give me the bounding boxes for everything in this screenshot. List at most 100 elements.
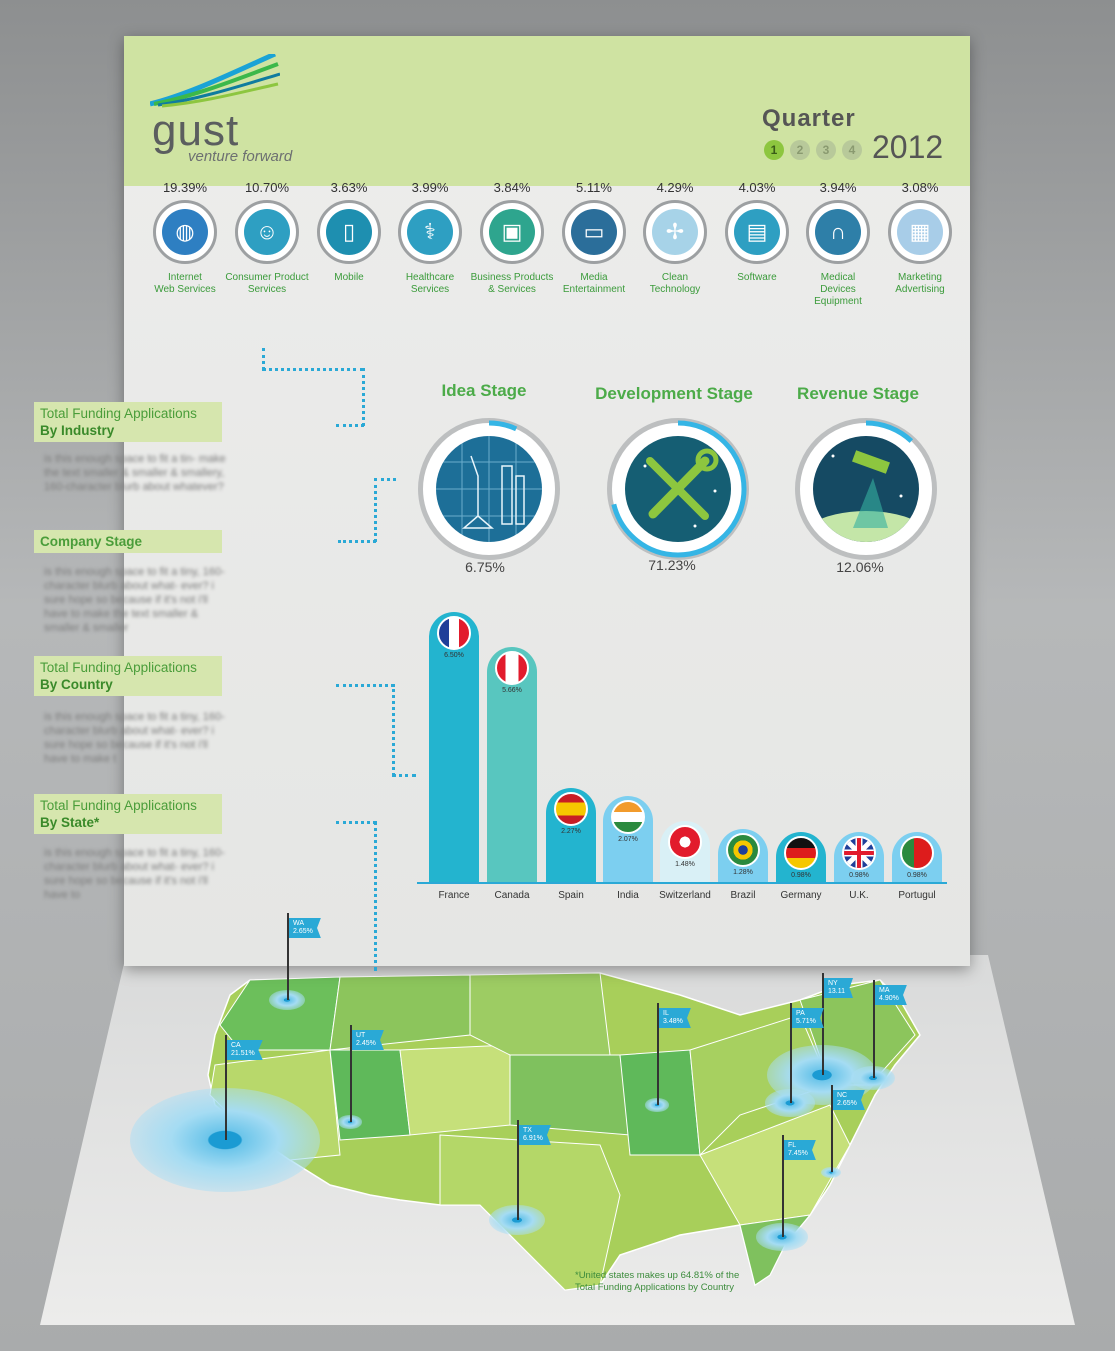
- state-code: UT: [356, 1032, 366, 1039]
- industry-section-title: Total Funding Applications By Industry: [34, 402, 222, 442]
- state-pin-ma: [873, 980, 875, 1078]
- development-stage-title: Development Stage: [595, 384, 753, 403]
- bar-value-label: 0.98%: [849, 872, 869, 879]
- year: 2012: [872, 129, 944, 165]
- wind-turbine-icon: ✢: [652, 209, 698, 255]
- idea-stage-percent: 6.75%: [465, 559, 505, 575]
- state-pin-ny: [822, 973, 824, 1075]
- industry-percent: 3.99%: [411, 180, 449, 195]
- category-label: India: [617, 890, 639, 901]
- category-label: Portugul: [898, 890, 936, 901]
- state-code: NC: [837, 1092, 848, 1099]
- quarter-label: Quarter: [762, 105, 856, 132]
- industry-blurb: is this enough space to fit a tin- make …: [44, 453, 226, 493]
- industry-label-line1: Media: [580, 272, 608, 283]
- industry-item: 3.84% ▣ Business Products & Services: [470, 180, 554, 296]
- state-title-line1: Total Funding Applications: [40, 798, 197, 813]
- industry-label-line1: Healthcare: [405, 272, 455, 283]
- industry-item: 3.99% ⚕ Healthcare Services: [388, 180, 472, 296]
- category-label: Brazil: [730, 890, 756, 901]
- connector-dots: [392, 774, 416, 777]
- industry-label: Media Entertainment: [552, 272, 636, 296]
- industry-percent: 19.39%: [162, 180, 208, 195]
- bar-brazil: 1.28%: [718, 828, 768, 882]
- connector-dots: [374, 821, 377, 971]
- revenue-stage-arc: [797, 420, 935, 558]
- industry-label-line1: Software: [737, 272, 777, 283]
- category-label: Canada: [494, 890, 530, 901]
- bar-india: 2.07%: [603, 796, 653, 882]
- state-value: 5.71%: [796, 1018, 816, 1025]
- state-pin-nc: [831, 1085, 833, 1172]
- connector-dots: [262, 368, 364, 371]
- industry-item: 4.03% ▤ Software: [715, 180, 799, 284]
- industry-percent: 3.84%: [493, 180, 531, 195]
- region-colorado: [399, 1044, 511, 1136]
- state-code: MA: [879, 987, 890, 994]
- country-title-line2: By Country: [40, 677, 113, 692]
- state-value: 13.11: [828, 988, 845, 995]
- idea-stage-ring: [418, 418, 560, 560]
- industry-label-line1: Marketing: [898, 272, 942, 283]
- industry-label-line2: Web Services: [154, 284, 216, 295]
- industry-icon-ring: ▭: [562, 200, 626, 264]
- region-southeast: [699, 1104, 851, 1226]
- connector-dots: [338, 540, 376, 543]
- bar-value-label: 0.98%: [907, 872, 927, 879]
- industry-label: Software: [715, 272, 799, 284]
- industry-item: 19.39% ◍ Internet Web Services: [143, 180, 227, 296]
- region-dakotas: [469, 972, 611, 1056]
- state-code: PA: [796, 1010, 805, 1017]
- industry-label: Mobile: [307, 272, 391, 284]
- revenue-stage-ring: [795, 418, 937, 560]
- industry-label: Internet Web Services: [143, 272, 227, 296]
- people-icon: ☺: [244, 209, 290, 255]
- bar-value-label: 2.27%: [561, 827, 581, 835]
- bar-value-label: 1.48%: [675, 860, 695, 868]
- flag-icon: [495, 650, 529, 685]
- state-pin-il: [657, 1003, 659, 1105]
- connector-dots: [336, 424, 364, 427]
- industry-label-line1: Business Products: [470, 272, 554, 283]
- stethoscope-icon: ∩: [815, 209, 861, 255]
- globe-icon: ◍: [162, 209, 208, 255]
- state-value: 4.90%: [879, 995, 899, 1002]
- industry-percent: 3.08%: [901, 180, 939, 195]
- industry-item: 3.08% ▦ Marketing Advertising: [878, 180, 962, 296]
- monitor-icon: ▭: [571, 209, 617, 255]
- flag-icon: [784, 836, 818, 870]
- industry-item: 10.70% ☺ Consumer Product Services: [225, 180, 309, 296]
- state-value: 21.51%: [231, 1050, 255, 1057]
- idea-stage-arc: [420, 420, 558, 558]
- industry-icon-ring: ☺: [235, 200, 299, 264]
- wrench-screwdriver-icon: [625, 436, 731, 542]
- floppy-disk-icon: ▤: [734, 209, 780, 255]
- state-value: 3.48%: [663, 1018, 683, 1025]
- idea-stage-title: Idea Stage: [441, 381, 527, 400]
- state-code: IL: [663, 1010, 669, 1017]
- state-flag-label: NY 13.11: [824, 978, 853, 998]
- briefcase-icon: ▣: [489, 209, 535, 255]
- company-stage-blurb: is this enough space to fit a tiny, 160-…: [44, 566, 225, 634]
- industry-percent: 4.29%: [656, 180, 694, 195]
- industry-icon-ring: ◍: [153, 200, 217, 264]
- industry-label-line2: Devices Equipment: [814, 284, 862, 307]
- brand-tagline: venture forward: [188, 148, 293, 165]
- flag-icon: [842, 836, 876, 870]
- state-code: WA: [293, 920, 305, 927]
- state-flag-label: MA 4.90%: [875, 985, 907, 1005]
- bar-switzerland: 1.48%: [660, 820, 710, 882]
- industry-label-line1: Mobile: [334, 272, 364, 283]
- category-label: France: [438, 890, 470, 901]
- industry-label-line2: & Services: [488, 284, 536, 295]
- brand-name: gust: [152, 106, 240, 155]
- flag-icon: [668, 824, 702, 859]
- state-value: 2.45%: [356, 1040, 376, 1047]
- industry-percent: 5.11%: [576, 180, 612, 195]
- industry-percent: 3.94%: [819, 180, 857, 195]
- space-shuttle-blueprint-icon: [436, 436, 542, 542]
- industry-label: Marketing Advertising: [878, 272, 962, 296]
- gust-swoosh-logo: [150, 54, 280, 108]
- connector-dots: [336, 821, 376, 824]
- country-title-line1: Total Funding Applications: [40, 660, 197, 675]
